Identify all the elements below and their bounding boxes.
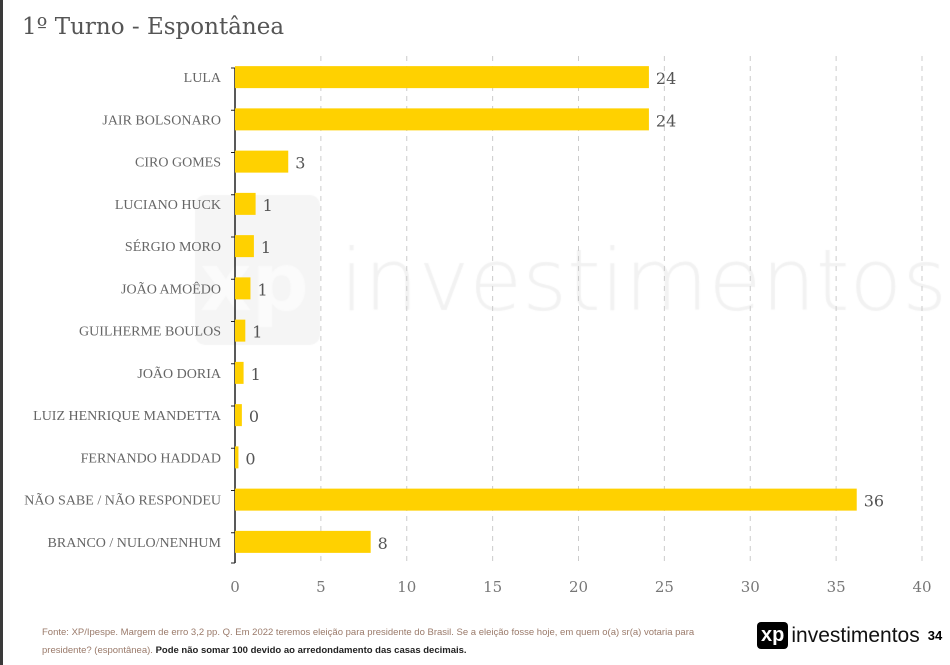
bar	[235, 404, 242, 427]
data-label: 0	[245, 449, 255, 468]
page-number: 34	[927, 628, 943, 643]
data-label: 1	[251, 365, 261, 384]
x-tick-label: 5	[316, 578, 326, 596]
bar	[235, 319, 246, 342]
data-label: 1	[261, 238, 271, 257]
xp-logo: xp investimentos 34	[757, 622, 942, 649]
bar	[235, 530, 371, 553]
bar	[235, 235, 254, 258]
data-label: 24	[656, 111, 676, 130]
category-label: LULA	[184, 71, 222, 86]
x-tick-label: 15	[483, 578, 502, 596]
bar	[235, 446, 239, 469]
bar	[235, 277, 251, 300]
data-label: 1	[252, 323, 262, 342]
bar	[235, 150, 289, 173]
data-label: 1	[263, 196, 273, 215]
x-tick-label: 35	[827, 578, 846, 596]
chart-title: 1º Turno - Espontânea	[22, 14, 285, 40]
category-label: JOÃO DORIA	[137, 366, 222, 382]
footer-note: Fonte: XP/Ipespe. Margem de erro 3,2 pp.…	[42, 624, 742, 660]
data-label: 8	[378, 534, 388, 553]
rounding-note: Pode não somar 100 devido ao arredondame…	[155, 645, 467, 656]
category-label: JAIR BOLSONARO	[102, 113, 221, 128]
x-tick-label: 40	[912, 578, 931, 596]
data-label: 24	[656, 69, 676, 88]
data-label: 0	[249, 407, 259, 426]
category-label: CIRO GOMES	[135, 156, 221, 171]
data-label: 1	[257, 280, 267, 299]
bar	[235, 488, 857, 511]
x-tick-label: 0	[230, 578, 240, 596]
data-label: 3	[295, 154, 305, 173]
x-tick-label: 30	[741, 578, 760, 596]
bar	[235, 108, 649, 131]
bar	[235, 192, 256, 215]
x-tick-label: 20	[569, 578, 588, 596]
x-tick-label: 10	[397, 578, 416, 596]
category-label: LUIZ HENRIQUE MANDETTA	[33, 409, 222, 424]
category-label: LUCIANO HUCK	[115, 198, 221, 213]
category-label: BRANCO / NULO/NENHUM	[48, 536, 222, 551]
data-label: 36	[864, 492, 884, 511]
category-label: NÃO SABE / NÃO RESPONDEU	[24, 493, 221, 509]
x-tick-label: 25	[655, 578, 674, 596]
category-label: SÉRGIO MORO	[125, 238, 221, 255]
category-label: GUILHERME BOULOS	[79, 325, 221, 340]
bar	[235, 66, 649, 89]
category-label: FERNANDO HADDAD	[81, 451, 221, 466]
source-text: Fonte: XP/Ipespe. Margem de erro 3,2 pp.…	[42, 627, 695, 656]
logo-text: investimentos	[791, 623, 920, 647]
logo-brand: xp	[757, 622, 789, 649]
category-label: JOÃO AMOÊDO	[121, 280, 221, 297]
bar	[235, 361, 244, 384]
